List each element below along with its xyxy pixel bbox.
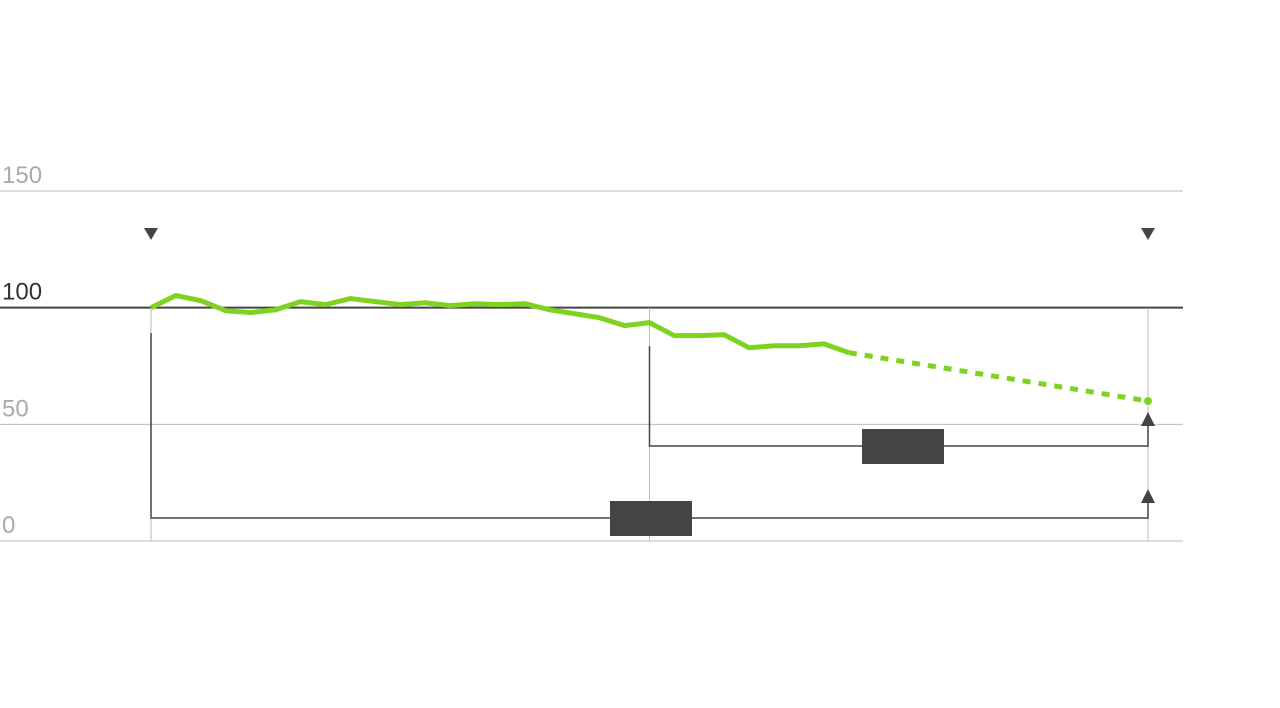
annotations [144,228,1155,536]
projection-end-point [1144,397,1152,405]
grid [0,190,1183,542]
series [149,293,1152,405]
bracket-label-box [862,429,944,464]
triangle-down-marker [144,228,158,240]
y-tick-label: 100 [2,279,42,306]
arrow-up-marker [1141,412,1155,426]
y-tick-labels: 0 50 100 150 [2,162,42,539]
triangle-down-marker [1141,228,1155,240]
y-tick-label: 0 [2,512,15,539]
y-tick-label: 50 [2,395,29,422]
y-tick-label: 150 [2,162,42,189]
series-line [149,293,850,356]
projection-line [848,350,1149,404]
arrow-up-marker [1141,489,1155,503]
bracket-label-box [610,501,692,536]
